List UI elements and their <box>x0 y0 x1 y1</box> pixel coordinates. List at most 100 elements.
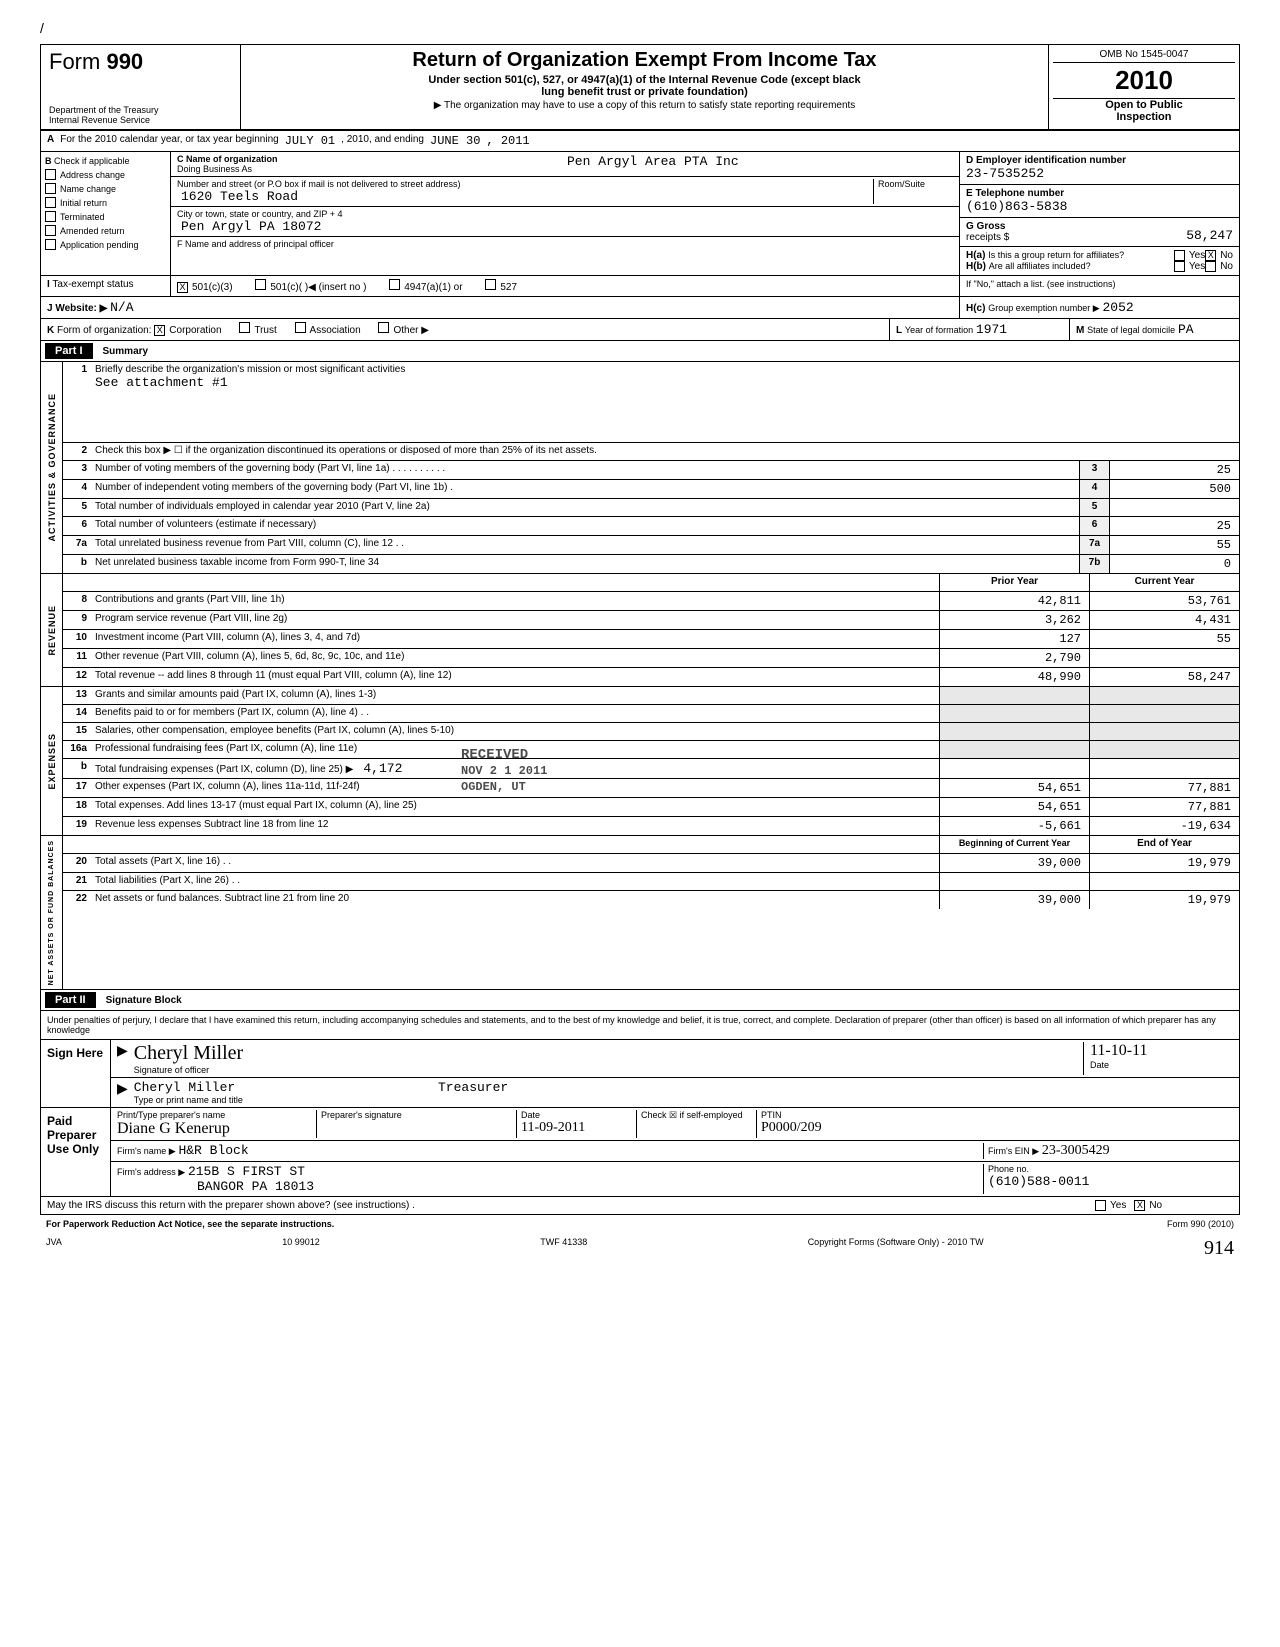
firm-addr2: BANGOR PA 18013 <box>197 1179 314 1194</box>
line-text: Revenue less expenses Subtract line 18 f… <box>91 817 939 835</box>
label-i: I <box>47 279 50 290</box>
check-label: Name change <box>60 184 116 194</box>
checkbox-icon[interactable] <box>1174 261 1185 272</box>
part2-label: Part II <box>45 992 96 1008</box>
opt-assoc: Association <box>310 325 361 336</box>
checkbox-icon[interactable] <box>389 279 400 290</box>
tax-exempt-label: Tax-exempt status <box>52 279 133 290</box>
arrow-icon: ▶ <box>117 1042 128 1075</box>
line-num: 7a <box>63 536 91 554</box>
omb-number: OMB No 1545-0047 <box>1053 49 1235 63</box>
prep-name: Diane G Kenerup <box>117 1120 316 1138</box>
check-initial-return[interactable]: Initial return <box>45 197 166 208</box>
expense-line: 13 Grants and similar amounts paid (Part… <box>63 687 1239 705</box>
line-box: 3 <box>1079 461 1109 479</box>
side-netassets: NET ASSETS OR FUND BALANCES <box>48 840 55 985</box>
ptin-value: P0000/209 <box>761 1120 1233 1136</box>
check-name-change[interactable]: Name change <box>45 183 166 194</box>
prior-val <box>939 741 1089 758</box>
checkbox-icon[interactable]: X <box>154 325 165 336</box>
activities-section: ACTIVITIES & GOVERNANCE 1 Briefly descri… <box>41 362 1239 574</box>
addr-label: Number and street (or P.O box if mail is… <box>177 179 873 189</box>
opt-501c3: 501(c)(3) <box>192 282 233 293</box>
line-num: 6 <box>63 517 91 535</box>
checkbox-icon[interactable] <box>485 279 496 290</box>
checkbox-icon[interactable] <box>295 322 306 333</box>
label-j: J <box>47 303 53 314</box>
check-label: Application pending <box>60 240 139 250</box>
opt-4947: 4947(a)(1) or <box>404 282 462 293</box>
receipts-label: receipts $ <box>966 232 1009 243</box>
line-box: 7b <box>1079 555 1109 573</box>
firm-ein-label: Firm's EIN ▶ <box>988 1146 1039 1156</box>
current-val <box>1089 759 1239 778</box>
ha-text: Is this a group return for affiliates? <box>988 250 1124 260</box>
line-text: Briefly describe the organization's miss… <box>91 362 1239 442</box>
prior-val: 54,651 <box>939 779 1089 797</box>
row-a-tax-year: A For the 2010 calendar year, or tax yea… <box>41 131 1239 152</box>
line-text: Check this box ▶ ☐ if the organization d… <box>91 443 1239 460</box>
line-num: 14 <box>63 705 91 722</box>
line-text: Benefits paid to or for members (Part IX… <box>91 705 939 722</box>
expense-line: 19 Revenue less expenses Subtract line 1… <box>63 817 1239 835</box>
year-formation: 1971 <box>976 322 1007 337</box>
opt-other: Other ▶ <box>393 325 428 336</box>
header-end: End of Year <box>1089 836 1239 853</box>
subtitle1: Under section 501(c), 527, or 4947(a)(1)… <box>249 74 1040 86</box>
checkbox-icon[interactable] <box>255 279 266 290</box>
received-stamp: RECEIVED NOV 2 1 2011 OGDEN, UT <box>461 747 547 795</box>
checkbox-icon[interactable] <box>1174 250 1185 261</box>
l-text: Year of formation <box>905 325 973 335</box>
line-num: 9 <box>63 611 91 629</box>
label-m: M <box>1076 325 1084 336</box>
officer-label: F Name and address of principal officer <box>177 239 334 265</box>
checkbox-icon[interactable]: X <box>1205 250 1216 261</box>
netassets-line: 20 Total assets (Part X, line 16) . . 39… <box>63 854 1239 873</box>
row-i: I Tax-exempt status X501(c)(3) 501(c)( )… <box>41 276 1239 297</box>
check-address-change[interactable]: Address change <box>45 169 166 180</box>
checkbox-icon[interactable] <box>1095 1200 1106 1211</box>
expense-line: b Total fundraising expenses (Part IX, c… <box>63 759 1239 779</box>
no: No <box>1149 1200 1162 1211</box>
checkbox-icon[interactable]: X <box>1134 1200 1145 1211</box>
revenue-line: 8 Contributions and grants (Part VIII, l… <box>63 592 1239 611</box>
line-box: 5 <box>1079 499 1109 516</box>
no-label: No <box>1220 250 1233 261</box>
part1-header: Part I Summary <box>41 341 1239 362</box>
line-num: 5 <box>63 499 91 516</box>
opt-corp: Corporation <box>169 325 221 336</box>
hand-note: 914 <box>1204 1237 1234 1260</box>
line-text: Net assets or fund balances. Subtract li… <box>91 891 939 909</box>
check-amended[interactable]: Amended return <box>45 225 166 236</box>
end-month: JUNE 30 <box>430 134 480 148</box>
c-name-label: C Name of organization <box>177 154 278 164</box>
m-text: State of legal domicile <box>1087 325 1175 335</box>
header-begin: Beginning of Current Year <box>939 836 1089 853</box>
checkbox-icon[interactable] <box>239 322 250 333</box>
end-year: , 2011 <box>486 134 529 148</box>
line-num: 2 <box>63 443 91 460</box>
sign-date: 11-10-11 <box>1090 1042 1233 1060</box>
arrow-icon: ▶ <box>117 1080 128 1105</box>
checkbox-icon <box>45 239 56 250</box>
self-employed: Check ☒ if self-employed <box>637 1110 757 1138</box>
form-ref: Form 990 (2010) <box>1167 1219 1234 1229</box>
revenue-line: 11 Other revenue (Part VIII, column (A),… <box>63 649 1239 668</box>
checkbox-icon[interactable] <box>1205 261 1216 272</box>
line-num: 19 <box>63 817 91 835</box>
check-terminated[interactable]: Terminated <box>45 211 166 222</box>
hb-text: Are all affiliates included? <box>989 261 1091 271</box>
jva: JVA <box>46 1237 62 1260</box>
prior-val <box>939 705 1089 722</box>
checkbox-icon[interactable]: X <box>177 282 188 293</box>
ha-label: H(a) <box>966 250 985 261</box>
prep-sig-label: Preparer's signature <box>321 1110 516 1120</box>
revenue-section: REVENUE Prior Year Current Year 8 Contri… <box>41 574 1239 687</box>
label-a: A <box>47 134 54 148</box>
check-pending[interactable]: Application pending <box>45 239 166 250</box>
side-expenses: EXPENSES <box>47 733 57 790</box>
line-text: Salaries, other compensation, employee b… <box>91 723 939 740</box>
name-label: Type or print name and title <box>134 1095 1233 1105</box>
checkbox-icon[interactable] <box>378 322 389 333</box>
prior-val: 42,811 <box>939 592 1089 610</box>
